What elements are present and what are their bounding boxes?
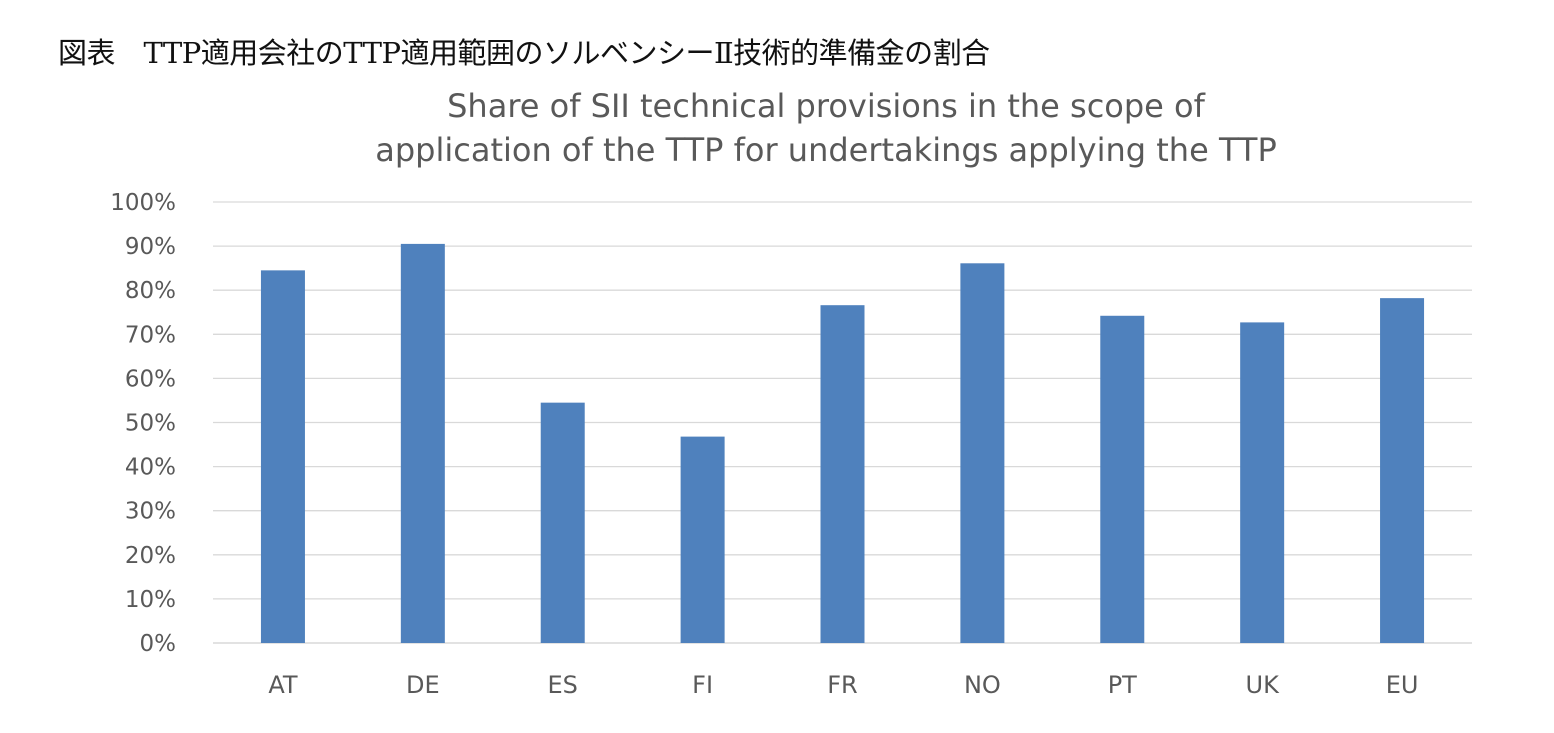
y-tick-label: 40% [125,455,176,481]
y-tick-label: 90% [125,234,176,260]
x-tick-label-no: NO [964,671,1001,699]
x-tick-label-uk: UK [1246,671,1281,699]
x-tick-label-de: DE [406,671,440,699]
bar-no [960,263,1005,643]
y-tick-label: 60% [125,366,176,392]
bar-fi [680,436,725,643]
figure-caption: 図表 TTP適用会社のTTP適用範囲のソルベンシーⅡ技術的準備金の割合 [58,36,990,70]
y-tick-label: 0% [140,631,177,657]
x-tick-label-eu: EU [1386,671,1419,699]
bar-pt [1100,315,1145,643]
bar-eu [1380,298,1425,643]
x-tick-label-at: AT [268,671,298,699]
y-tick-label: 50% [125,411,176,437]
bar-fr [820,305,865,643]
y-tick-label: 80% [125,278,176,304]
y-tick-label: 10% [125,587,176,613]
x-tick-label-pt: PT [1108,671,1137,699]
bar-uk [1240,322,1285,643]
y-tick-label: 70% [125,322,176,348]
y-tick-label: 30% [125,499,176,525]
chart-title-line-2: application of the TTP for undertakings … [375,131,1277,169]
y-axis-ticks: 0% 10% 20% 30% 40% 50% 60% 70% 80% 90% 100% [110,190,176,657]
bar-es [540,402,585,643]
bars [260,243,1425,643]
chart-title: Share of SII technical provisions in the… [375,87,1277,169]
x-tick-label-fr: FR [827,671,857,699]
x-axis-labels: AT DE ES FI FR NO PT UK EU [268,671,1418,699]
x-tick-label-fi: FI [692,671,713,699]
y-tick-label: 100% [110,190,176,216]
bar-at [260,270,305,643]
y-tick-label: 20% [125,543,176,569]
x-tick-label-es: ES [548,671,578,699]
chart-title-line-1: Share of SII technical provisions in the… [447,87,1206,125]
bar-de [400,243,445,643]
